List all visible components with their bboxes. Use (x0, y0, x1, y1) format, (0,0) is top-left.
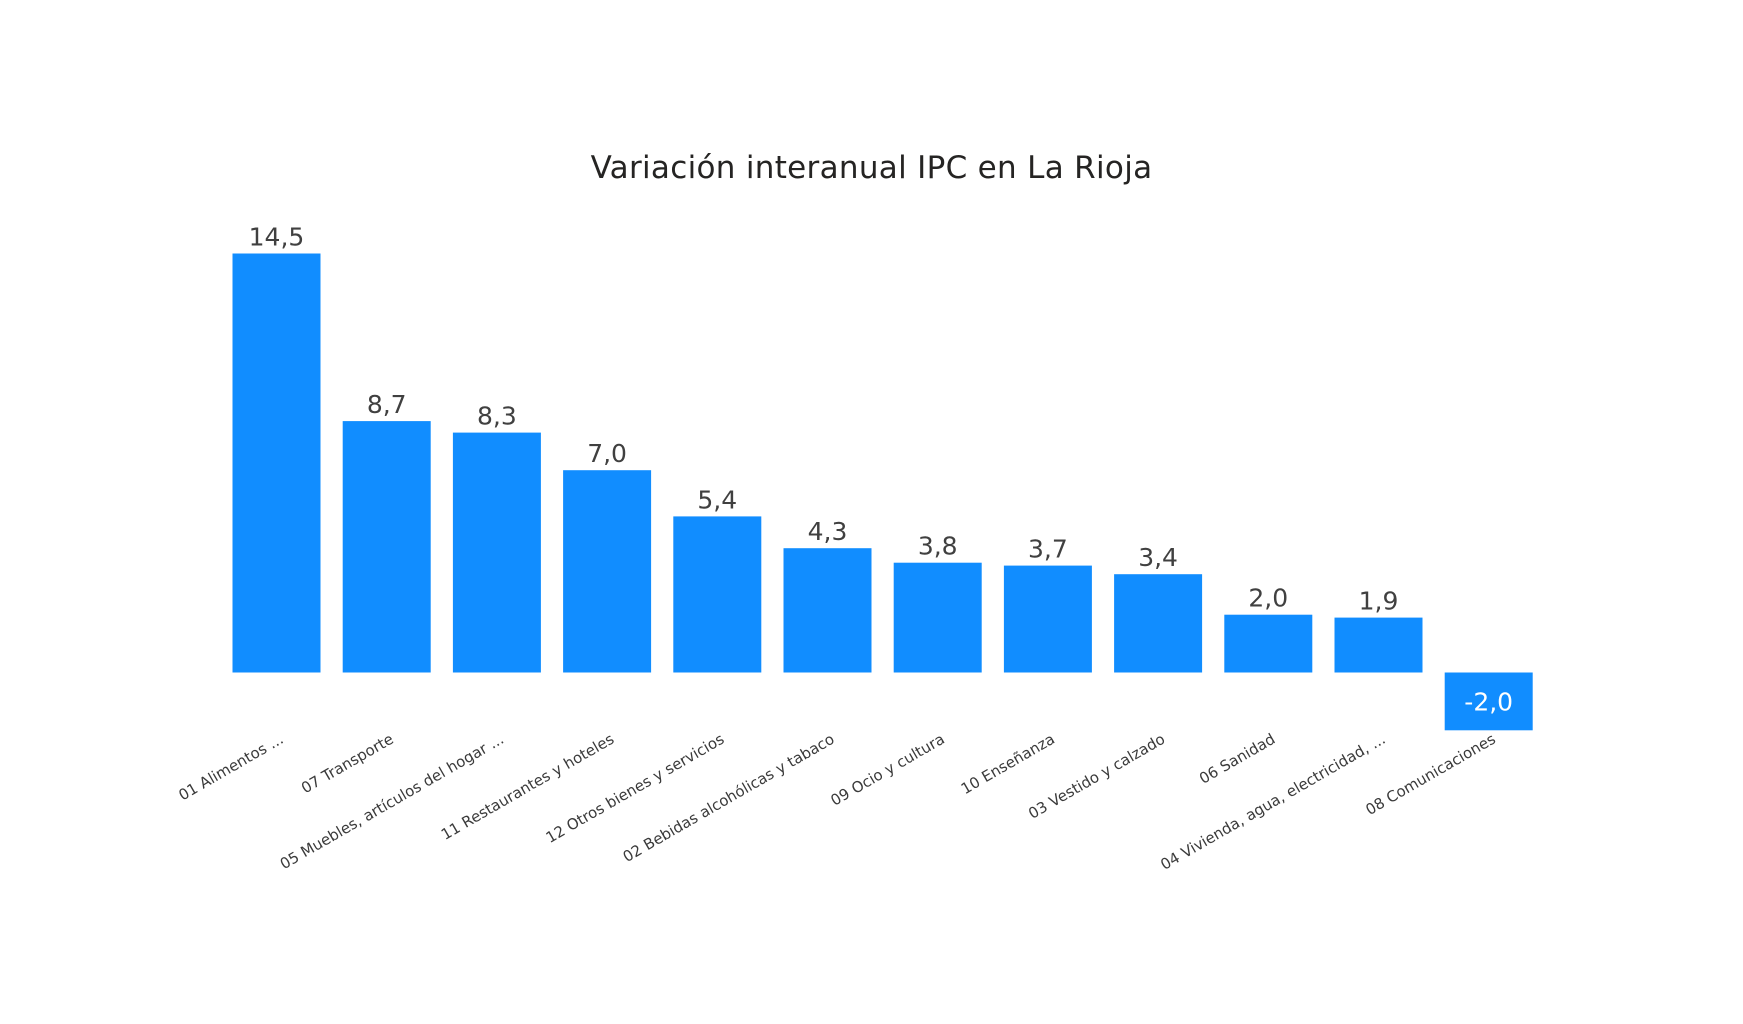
x-tick-label: 06 Sanidad (1196, 730, 1278, 788)
bar[interactable] (1114, 574, 1203, 673)
bar[interactable] (1224, 614, 1313, 673)
value-labels-layer: 14,5 8,7 8,3 7,0 5,4 4,3 3,8 3,7 3,4 2,0 1,9 -2,0 (249, 223, 1513, 717)
bar[interactable] (342, 421, 431, 673)
bar-value-label: 3,8 (918, 532, 958, 561)
x-tick-label: 07 Transporte (298, 730, 397, 797)
x-tick-label: 11 Restaurantes y hoteles (438, 730, 617, 844)
bar-value-label: 2,0 (1248, 584, 1288, 613)
bar-value-label: 3,4 (1138, 543, 1178, 572)
x-tick-label: 10 Enseñanza (958, 730, 1058, 798)
bar-value-label: 7,0 (587, 439, 627, 468)
x-tick-label: 02 Bebidas alcohólicas y tabaco (620, 730, 838, 866)
chart-title: Variación interanual IPC en La Rioja (590, 150, 1153, 186)
bar[interactable] (563, 470, 652, 673)
x-tick-label: 01 Alimentos ... (176, 730, 287, 804)
x-tick-label: 09 Ocio y cultura (828, 730, 948, 810)
bar[interactable] (1003, 565, 1092, 673)
bar[interactable] (783, 548, 872, 673)
bar-value-label: 14,5 (249, 223, 305, 252)
bar[interactable] (232, 253, 321, 673)
bar[interactable] (893, 562, 982, 673)
bar-value-label: 8,7 (367, 390, 407, 419)
x-tick-label: 05 Muebles, artículos del hogar ... (277, 730, 507, 873)
bar[interactable] (673, 516, 762, 673)
bar[interactable] (1444, 672, 1533, 731)
bars-layer (232, 253, 1533, 731)
bar-value-label: 1,9 (1359, 587, 1399, 616)
bar-value-label: 3,7 (1028, 535, 1068, 564)
x-tick-label: 04 Vivienda, agua, electricidad, ... (1157, 730, 1388, 874)
bar[interactable] (452, 432, 541, 673)
bar-value-label: 4,3 (808, 517, 848, 546)
bar[interactable] (1334, 617, 1423, 673)
bar-value-label: 5,4 (697, 485, 737, 514)
x-tick-label: 12 Otros bienes y servicios (543, 730, 728, 847)
bar-value-label: -2,0 (1464, 687, 1513, 716)
bar-value-label: 8,3 (477, 402, 517, 431)
